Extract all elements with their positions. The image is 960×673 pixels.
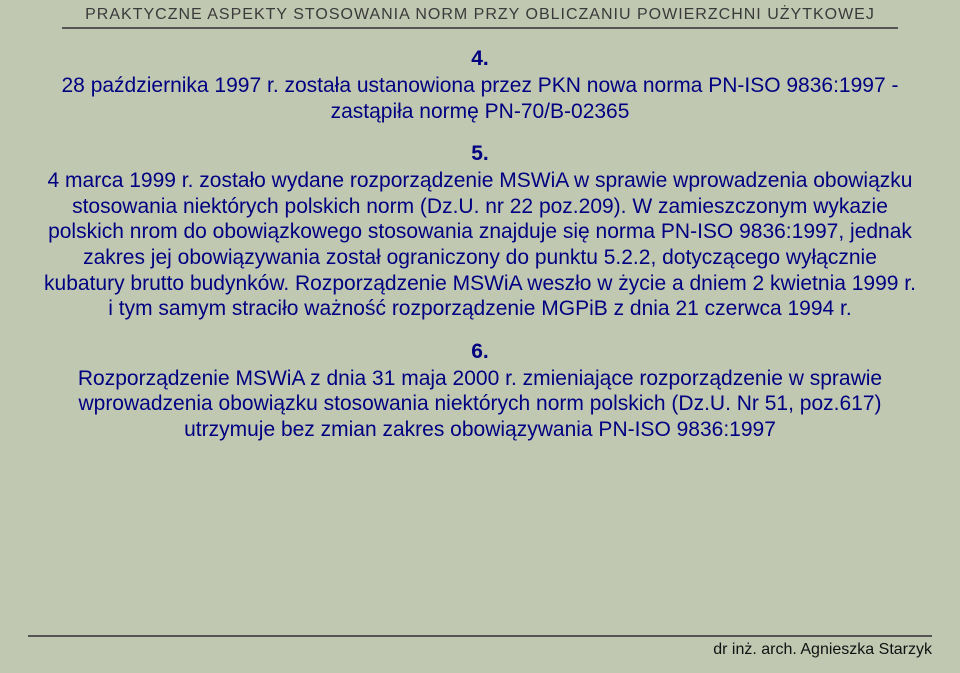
section-4-number: 4. [26,47,934,71]
section-6-number: 6. [26,340,934,364]
section-6-body: Rozporządzenie MSWiA z dnia 31 maja 2000… [40,366,920,443]
slide-header: PRAKTYCZNE ASPEKTY STOSOWANIA NORM PRZY … [26,6,934,24]
author-name: dr inż. arch. Agnieszka Starzyk [713,641,932,658]
slide-footer: dr inż. arch. Agnieszka Starzyk [28,635,932,659]
header-rule [62,27,898,29]
section-4-body: 28 października 1997 r. została ustanowi… [40,73,920,124]
section-5-body: 4 marca 1999 r. zostało wydane rozporząd… [40,168,920,322]
section-5-number: 5. [26,142,934,166]
slide-page: PRAKTYCZNE ASPEKTY STOSOWANIA NORM PRZY … [0,0,960,443]
